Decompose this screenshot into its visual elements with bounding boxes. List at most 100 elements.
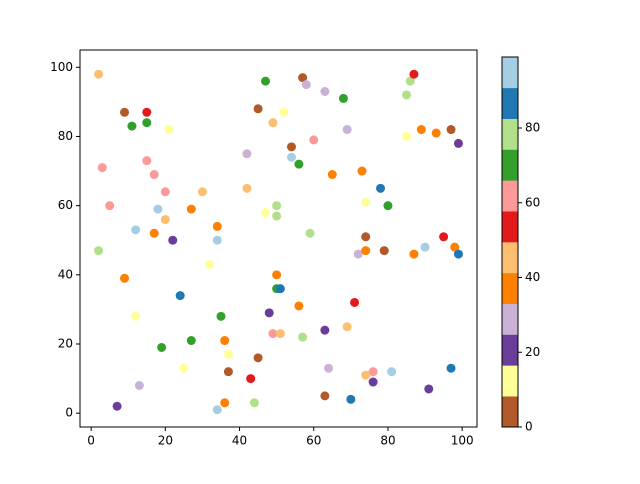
point [223, 367, 233, 377]
point [272, 201, 282, 211]
point [402, 90, 412, 100]
colorbar-segment [502, 87, 518, 119]
point [120, 107, 130, 117]
point [342, 125, 352, 135]
point [127, 121, 137, 131]
point [131, 311, 141, 321]
point [186, 336, 196, 346]
x-tick-label: 0 [87, 434, 95, 448]
colorbar-segment [502, 211, 518, 243]
point [305, 228, 315, 238]
point [324, 363, 334, 373]
y-tick-label: 20 [58, 336, 73, 350]
point [142, 156, 152, 166]
point [105, 201, 115, 211]
point [272, 270, 282, 280]
colorbar-segment [502, 334, 518, 366]
point [286, 142, 296, 152]
point [212, 221, 222, 231]
point [350, 297, 360, 307]
colorbar-segment [502, 118, 518, 150]
point [361, 232, 371, 242]
point [246, 374, 256, 384]
point [275, 284, 285, 294]
point [275, 329, 285, 339]
point [376, 183, 386, 193]
colorbar-segment [502, 365, 518, 397]
y-tick-label: 100 [50, 60, 73, 74]
point [175, 291, 185, 301]
point [149, 228, 159, 238]
point [279, 107, 289, 117]
point [142, 107, 152, 117]
point [149, 170, 159, 180]
x-tick-label: 40 [232, 434, 247, 448]
point [446, 125, 456, 135]
point [212, 235, 222, 245]
point [197, 187, 207, 197]
point [379, 246, 389, 256]
point [298, 73, 308, 83]
point [361, 197, 371, 207]
point [294, 301, 304, 311]
point [216, 311, 226, 321]
point [368, 367, 378, 377]
point [327, 170, 337, 180]
point [409, 249, 419, 259]
point [409, 69, 419, 79]
point [242, 183, 252, 193]
point [416, 125, 426, 135]
colorbar-segment [502, 242, 518, 274]
colorbar-segment [502, 57, 518, 89]
point [453, 138, 463, 148]
point [453, 249, 463, 259]
point [368, 377, 378, 387]
point [220, 398, 230, 408]
point [223, 349, 233, 359]
point [286, 152, 296, 162]
colorbar-tick-label: 80 [525, 121, 540, 135]
point [120, 273, 130, 283]
colorbar-frame [501, 56, 519, 428]
point [164, 125, 174, 135]
colorbar-tick-label: 60 [525, 195, 540, 209]
point [253, 353, 263, 363]
point [346, 394, 356, 404]
point [168, 235, 178, 245]
point [272, 211, 282, 221]
point [387, 367, 397, 377]
point [134, 380, 144, 390]
point [439, 232, 449, 242]
point [402, 131, 412, 141]
point [261, 208, 271, 218]
colorbar-segment [502, 272, 518, 304]
point [357, 166, 367, 176]
colorbar-tick-label: 0 [525, 420, 533, 434]
point [186, 204, 196, 214]
point [220, 336, 230, 346]
colorbar-segment [502, 149, 518, 181]
point [160, 214, 170, 224]
colorbar-tick-label: 40 [525, 270, 540, 284]
x-tick-label: 20 [158, 434, 173, 448]
point [153, 204, 163, 214]
point [446, 363, 456, 373]
point [320, 325, 330, 335]
point [131, 225, 141, 235]
point [361, 246, 371, 256]
x-tick-label: 60 [306, 434, 321, 448]
point [253, 104, 263, 114]
x-tick-label: 80 [380, 434, 395, 448]
point [264, 308, 274, 318]
point [212, 405, 222, 415]
point [420, 242, 430, 252]
point [261, 76, 271, 86]
colorbar-segment [502, 180, 518, 212]
point [157, 342, 167, 352]
point [301, 80, 311, 90]
point [342, 322, 352, 332]
axes-frame [79, 49, 478, 428]
point [298, 332, 308, 342]
colorbar-tick-label: 20 [525, 345, 540, 359]
